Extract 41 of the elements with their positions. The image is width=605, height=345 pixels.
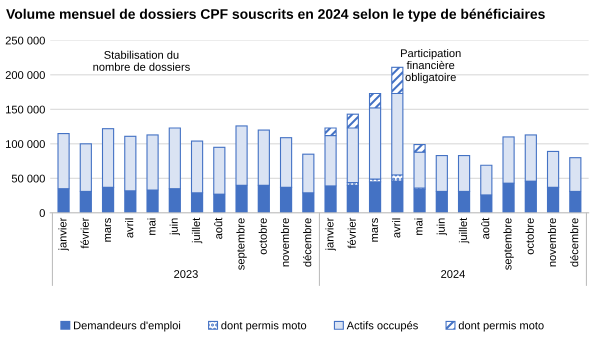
x-tick-label: juin — [170, 218, 180, 236]
x-tick-label: février — [348, 218, 356, 248]
x-tick-label: août — [481, 218, 490, 239]
x-tick-label: février — [80, 218, 89, 248]
legend-label: dont permis moto — [221, 321, 306, 332]
x-tick-label: mai — [147, 218, 156, 235]
legend-label: dont permis moto — [458, 321, 544, 332]
x-tick-label: juin — [436, 218, 447, 236]
x-tick-label: juillet — [192, 218, 202, 244]
x-tick-label: octobre — [258, 218, 267, 254]
y-tick-label: 100 000 — [6, 140, 45, 148]
bar — [368, 181, 382, 213]
y-tick-label: 50 000 — [12, 174, 45, 182]
x-tick-label: mars — [372, 218, 378, 242]
y-tick-label: 150 000 — [6, 106, 45, 114]
x-tick-label: mars — [104, 218, 112, 242]
y-tick-label: 250 000 — [6, 36, 45, 44]
x-tick-label: septembre — [503, 218, 514, 270]
x-tick-label: novembre — [280, 218, 290, 266]
bar — [346, 184, 359, 213]
x-tick-label: janvier — [325, 218, 336, 251]
x-tick-label: septembre — [236, 218, 247, 270]
legend-label: Demandeurs d'emploi — [74, 321, 180, 332]
legend-label: Actifs occupés — [346, 321, 418, 332]
y-tick-label: 0 — [40, 209, 45, 217]
x-tick-label: décembre — [303, 218, 312, 267]
annotation: Stabilisation du nombre de dossiers — [93, 50, 190, 71]
x-tick-label: octobre — [526, 218, 534, 254]
x-tick-label: novembre — [548, 218, 556, 266]
x-tick-label: janvier — [58, 218, 69, 251]
text: 2024 — [441, 270, 465, 278]
annotation: Participation financière obligatoire — [401, 48, 461, 84]
x-tick-label: juillet — [458, 218, 470, 244]
x-tick-label: août — [214, 218, 222, 239]
chart-title: Volume mensuel de dossiers CPF souscrits en 2024 selon le type de bénéficiaires — [6, 8, 545, 22]
x-tick-label: mai — [414, 218, 423, 235]
y-tick-label: 200 000 — [6, 71, 45, 79]
x-tick-label: avril — [125, 218, 134, 238]
x-tick-label: décembre — [570, 218, 578, 267]
x-tick-label: avril — [392, 218, 400, 238]
text: 2023 — [174, 270, 198, 278]
